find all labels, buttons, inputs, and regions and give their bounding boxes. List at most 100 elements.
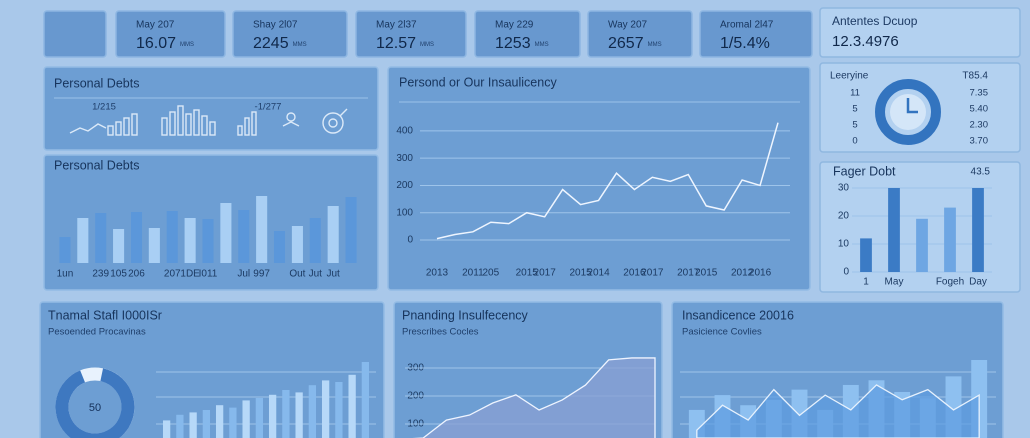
- x-tick-label: 2014: [587, 268, 610, 279]
- kpi-value: 16.07 MMS: [136, 35, 194, 52]
- icon-panel: [43, 66, 379, 151]
- kpi-card: [355, 10, 467, 58]
- x-tick-label: 239: [92, 269, 109, 280]
- x-tick-label: Day: [969, 277, 987, 288]
- y-tick-label: 200: [396, 180, 413, 191]
- kpi-unit: MMS: [535, 42, 549, 48]
- donut-title: Leeryine: [830, 71, 869, 82]
- chart-title: Pnanding Insulfecency: [402, 308, 529, 322]
- kpi-value: 2657 MMS: [608, 35, 662, 52]
- bar: [916, 218, 928, 272]
- x-tick-label: 2012: [731, 268, 754, 279]
- kpi-label: May 229: [495, 20, 534, 31]
- donut-ring: [875, 79, 941, 145]
- panel-title: Personal Debts: [54, 76, 139, 90]
- bar: [321, 380, 330, 438]
- donut-total: T85.4: [962, 71, 988, 82]
- bar: [59, 237, 71, 263]
- kpi-value: 2245 MMS: [253, 35, 307, 52]
- kpi-row: May 207 16.07 MMS Shay 2l07 2245 MMS May 2l37 1…: [115, 10, 813, 58]
- bar: [148, 228, 160, 263]
- chart-subtitle: Pesoended Procavinas: [48, 327, 146, 338]
- bar: [162, 420, 171, 438]
- icon-search: [328, 118, 338, 128]
- bar: [944, 207, 956, 272]
- kpi-number: 2657: [608, 35, 644, 52]
- kpi-unit: MMS: [648, 42, 662, 48]
- x-tick-label: 2016: [623, 268, 646, 279]
- bar: [202, 219, 214, 263]
- x-tick-label: Jut: [309, 269, 323, 280]
- x-tick-label: 1DE: [180, 269, 200, 280]
- row-left: 11: [850, 88, 860, 99]
- kpi-number: 1253: [495, 35, 531, 52]
- x-tick-label: 2017: [677, 268, 700, 279]
- kpi-label: Shay 2l07: [253, 20, 298, 31]
- row-right: 7.35: [970, 88, 989, 99]
- line: [436, 122, 779, 240]
- y-tick-label: 100: [396, 207, 413, 218]
- bar: [282, 390, 290, 438]
- summary-value: 12.3.4976: [832, 33, 899, 50]
- y-tick-label: 30: [838, 183, 850, 194]
- bar: [327, 206, 339, 263]
- icon-bar: [115, 121, 122, 136]
- y-tick-label: 0: [843, 267, 849, 278]
- x-tick-label: 206: [128, 269, 145, 280]
- y-tick-label: 400: [396, 126, 413, 137]
- x-tick-label: Out: [289, 269, 305, 280]
- kpi-value: 1/5.4%: [720, 35, 770, 52]
- x-tick-label: Jul: [237, 269, 250, 280]
- bar: [77, 218, 89, 263]
- bar: [238, 210, 250, 263]
- x-tick-label: 205: [482, 268, 499, 279]
- x-tick-label: 2015: [516, 268, 539, 279]
- bar: [256, 196, 268, 263]
- kpi-unit: MMS: [293, 42, 307, 48]
- y-tick-label: 300: [396, 153, 413, 164]
- x-tick-label: 2011: [462, 268, 484, 279]
- bar: [860, 238, 872, 272]
- kpi-value: 1253 MMS: [495, 35, 549, 52]
- bar: [268, 394, 277, 438]
- x-tick-label: Jut: [327, 269, 341, 280]
- icon-search: [322, 112, 344, 134]
- kpi-card: [115, 10, 226, 58]
- kpi-card: [587, 10, 693, 58]
- y-tick-label: 20: [838, 211, 850, 222]
- icon-bar: [123, 117, 130, 136]
- x-tick-label: 1: [863, 277, 869, 288]
- bar: [273, 231, 286, 263]
- x-tick-label: Fogeh: [936, 277, 964, 288]
- x-tick-label: 105: [110, 269, 127, 280]
- kpi-label: May 2l37: [376, 20, 417, 31]
- y-tick-label: 10: [838, 239, 850, 250]
- icons: [69, 105, 348, 136]
- x-tick-label: 1un: [57, 269, 74, 280]
- empty-card: [43, 10, 107, 58]
- x-tick-label: 2016: [749, 268, 772, 279]
- kpi-card: [699, 10, 813, 58]
- kpi-number: 12.57: [376, 35, 416, 52]
- icon-bar: [201, 115, 208, 136]
- icon-bar: [107, 125, 114, 136]
- kpi-number: 1/5.4%: [720, 35, 770, 52]
- clock-hand: [906, 98, 918, 114]
- bar: [166, 211, 178, 263]
- icon-bar: [251, 111, 257, 136]
- kpi-number: 2245: [253, 35, 289, 52]
- icon-bar: [169, 111, 176, 136]
- bar: [361, 362, 370, 438]
- bar: [184, 218, 196, 263]
- kpi-card: [232, 10, 348, 58]
- bar: [255, 398, 264, 438]
- x-tick-label: 2017: [534, 268, 557, 279]
- icon-label: -1/277: [255, 102, 282, 113]
- x-tick-label: May: [885, 277, 904, 288]
- bar: [348, 374, 356, 438]
- kpi-label: Aromal 2l47: [720, 20, 774, 31]
- bar: [113, 229, 125, 263]
